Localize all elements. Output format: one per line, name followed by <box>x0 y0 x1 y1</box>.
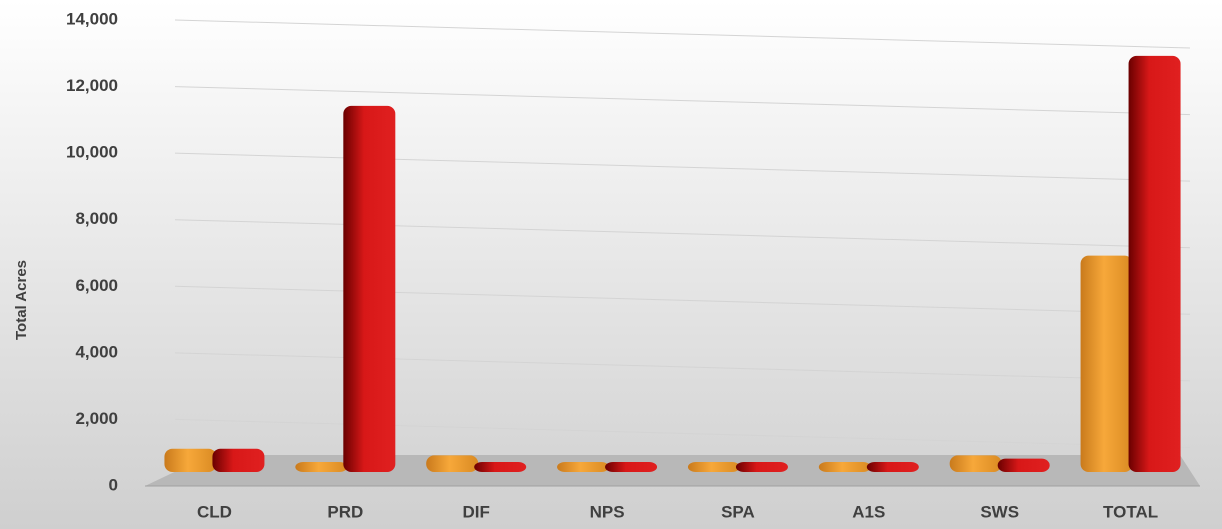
x-tick-label: SPA <box>721 502 755 521</box>
bar <box>997 458 1050 472</box>
y-tick-label: 2,000 <box>75 409 118 428</box>
y-tick-label: 0 <box>109 475 118 494</box>
bar <box>866 462 919 472</box>
bar <box>687 462 740 472</box>
bar <box>426 455 479 472</box>
x-tick-label: NPS <box>590 502 625 521</box>
bar <box>557 462 610 472</box>
bar <box>818 462 871 472</box>
x-tick-label: A1S <box>852 502 885 521</box>
y-tick-label: 6,000 <box>75 276 118 295</box>
y-tick-label: 14,000 <box>66 9 118 28</box>
y-tick-label: 8,000 <box>75 209 118 228</box>
y-tick-label: 10,000 <box>66 143 118 162</box>
bar <box>1080 255 1133 472</box>
y-axis-label: Total Acres <box>13 260 30 340</box>
grid-line <box>174 19 1191 49</box>
grid-line <box>174 86 1191 116</box>
x-tick-label: SWS <box>980 502 1019 521</box>
bar <box>343 105 396 472</box>
bar <box>949 455 1002 472</box>
x-tick-label: DIF <box>462 502 489 521</box>
x-tick-label: CLD <box>197 502 232 521</box>
bar <box>295 462 348 472</box>
bar <box>605 462 658 472</box>
x-tick-label: TOTAL <box>1103 502 1158 521</box>
y-tick-label: 12,000 <box>66 76 118 95</box>
bar <box>164 448 217 472</box>
bar <box>212 448 265 472</box>
floor <box>145 455 1200 486</box>
x-tick-label: PRD <box>327 502 363 521</box>
bar <box>1128 55 1181 473</box>
y-tick-label: 4,000 <box>75 342 118 361</box>
bar <box>735 462 788 472</box>
bar <box>474 462 527 472</box>
